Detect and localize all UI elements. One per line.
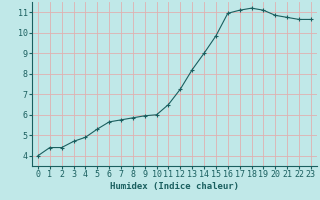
X-axis label: Humidex (Indice chaleur): Humidex (Indice chaleur) xyxy=(110,182,239,191)
